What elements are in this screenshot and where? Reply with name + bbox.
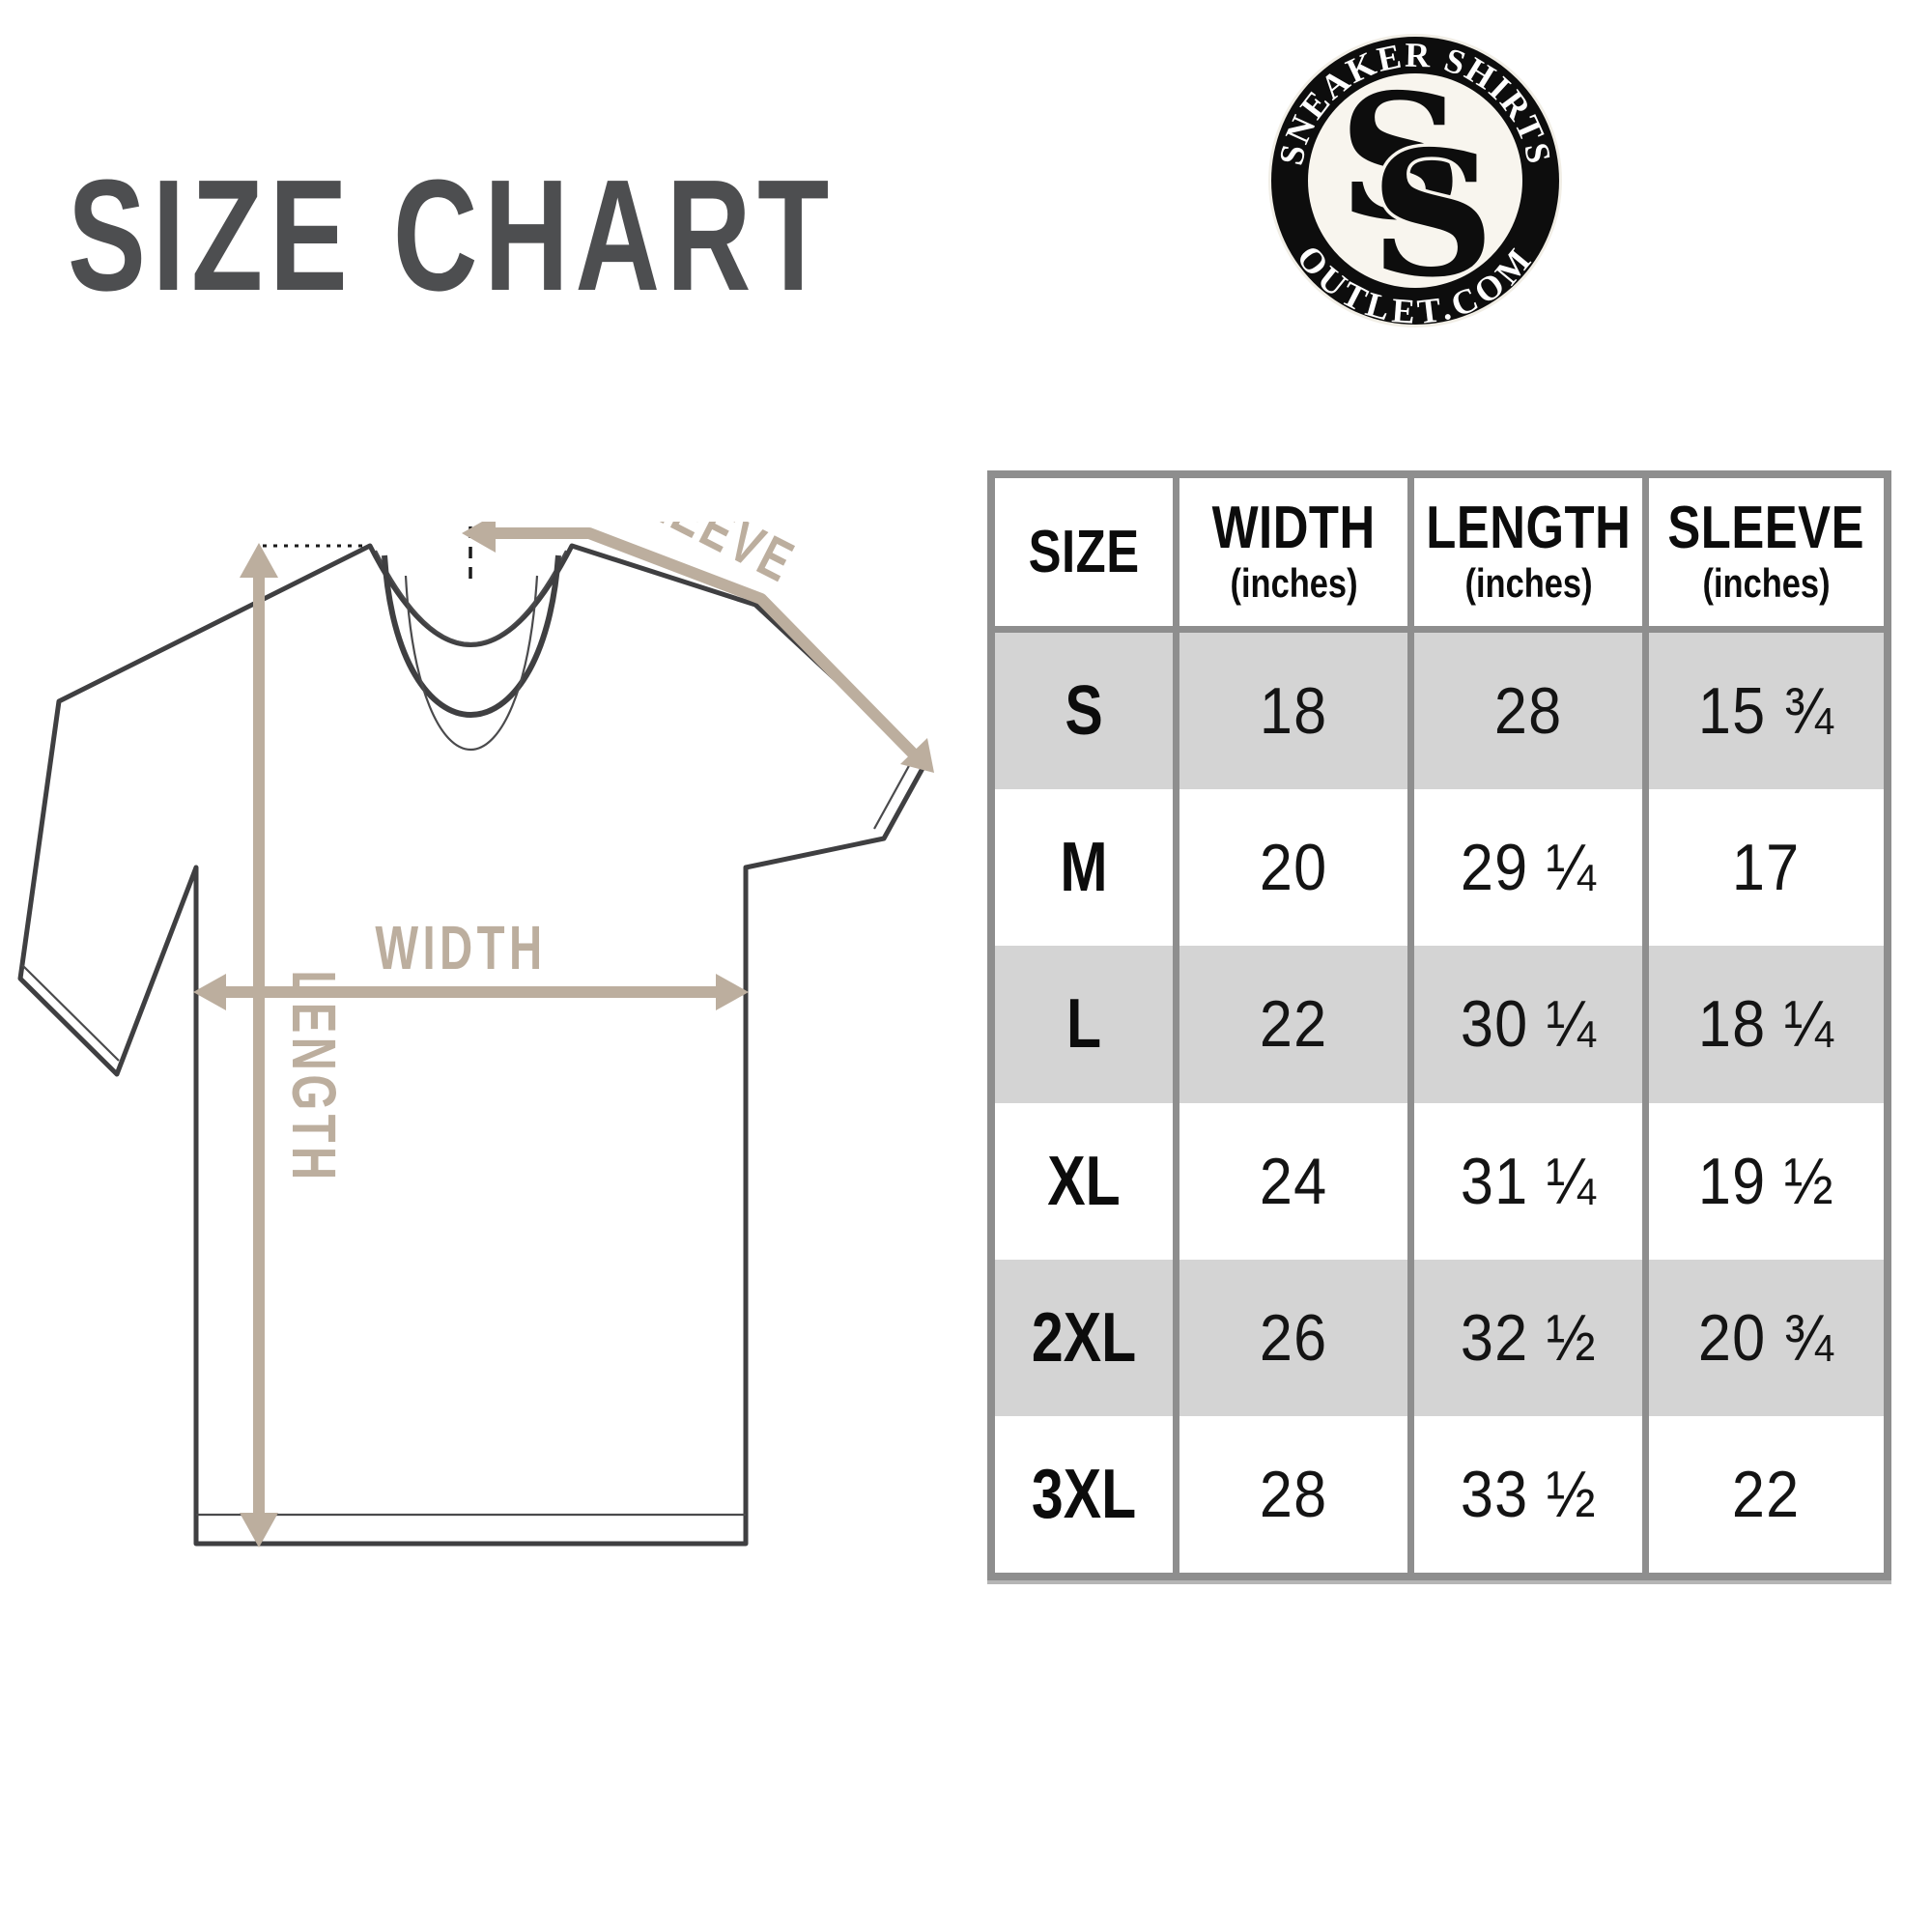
width-value: 26 [1260, 1300, 1328, 1375]
sleeve-value: 20 ¾ [1698, 1300, 1835, 1375]
size-label: M [1060, 829, 1108, 907]
header-cell-length: LENGTH (inches) [1414, 478, 1650, 633]
sleeve-arrow [483, 527, 921, 761]
header-cell-size: SIZE [995, 478, 1180, 633]
width-cell-s: 18 [1179, 633, 1415, 790]
width-value: 24 [1260, 1144, 1328, 1218]
header-label: SLEEVE [1667, 494, 1865, 561]
width-cell-m: 20 [1179, 789, 1415, 947]
length-value: 32 ½ [1460, 1300, 1597, 1375]
size-label: S [1065, 672, 1103, 751]
length-value: 33 ½ [1460, 1457, 1597, 1531]
length-cell-2xl: 32 ½ [1414, 1259, 1650, 1416]
header-label: LENGTH [1426, 494, 1632, 561]
collar-lines [375, 550, 567, 751]
size-cell-m: M [995, 789, 1180, 947]
width-cell-3xl: 28 [1179, 1415, 1415, 1573]
sleeve-cell-l: 18 ¼ [1649, 946, 1884, 1103]
width-value: 22 [1260, 987, 1328, 1062]
size-cell-s: S [995, 633, 1180, 790]
size-cell-xl: XL [995, 1102, 1180, 1260]
width-cell-l: 22 [1179, 946, 1415, 1103]
length-cell-m: 29 ¼ [1414, 789, 1650, 947]
width-value: 28 [1260, 1457, 1328, 1531]
brand-logo-badge: SNEAKER SHIRTS OUTLET.COM S S [1268, 34, 1562, 331]
sleeve-cell-2xl: 20 ¾ [1649, 1259, 1884, 1416]
size-label: 2XL [1032, 1298, 1137, 1377]
width-label: WIDTH [375, 913, 546, 982]
size-cell-3xl: 3XL [995, 1415, 1180, 1573]
sleeve-value: 22 [1732, 1457, 1801, 1531]
length-cell-s: 28 [1414, 633, 1650, 790]
width-cell-2xl: 26 [1179, 1259, 1415, 1416]
sleeve-value: 15 ¾ [1698, 674, 1835, 749]
width-value: 18 [1260, 674, 1328, 749]
size-label: L [1066, 985, 1102, 1064]
length-value: 31 ¼ [1460, 1144, 1597, 1218]
header-cell-width: WIDTH (inches) [1179, 478, 1415, 633]
size-cell-2xl: 2XL [995, 1259, 1180, 1416]
width-cell-xl: 24 [1179, 1102, 1415, 1260]
sleeve-cell-s: 15 ¾ [1649, 633, 1884, 790]
sleeve-cell-3xl: 22 [1649, 1415, 1884, 1573]
length-cell-xl: 31 ¼ [1414, 1102, 1650, 1260]
sleeve-value: 17 [1732, 831, 1801, 905]
measure-arrows [193, 522, 934, 1548]
size-table: SIZE WIDTH (inches) LENGTH (inches) SLEEVE (in… [987, 470, 1891, 1580]
length-cell-l: 30 ¼ [1414, 946, 1650, 1103]
logo-ss-monogram: S S [1339, 56, 1498, 319]
page-title: SIZE CHART [68, 147, 836, 324]
length-value: 28 [1493, 674, 1563, 749]
length-label: LENGTH [279, 970, 349, 1183]
header-label: WIDTH [1211, 494, 1376, 561]
sleeve-value: 19 ½ [1698, 1144, 1835, 1218]
header-cell-sleeve: SLEEVE (inches) [1649, 478, 1884, 633]
header-label: SIZE [1028, 518, 1140, 585]
length-value: 29 ¼ [1460, 831, 1597, 905]
width-value: 20 [1260, 831, 1328, 905]
size-label: 3XL [1032, 1455, 1137, 1533]
sleeve-cell-xl: 19 ½ [1649, 1102, 1884, 1260]
length-cell-3xl: 33 ½ [1414, 1415, 1650, 1573]
header-sublabel: (inches) [1464, 559, 1593, 606]
sleeve-value: 18 ¼ [1698, 987, 1835, 1062]
size-label: XL [1047, 1142, 1121, 1220]
sleeve-cell-m: 17 [1649, 789, 1884, 947]
tshirt-diagram: WIDTH LENGTH SLEEVE [17, 522, 934, 1548]
tshirt-outline [17, 543, 928, 1547]
svg-text:S: S [1371, 113, 1495, 315]
header-sublabel: (inches) [1230, 559, 1358, 606]
logo-inner-circle [1308, 73, 1522, 288]
length-value: 30 ¼ [1460, 987, 1597, 1062]
svg-text:S: S [1339, 56, 1463, 258]
header-sublabel: (inches) [1702, 559, 1831, 606]
size-cell-l: L [995, 946, 1180, 1103]
